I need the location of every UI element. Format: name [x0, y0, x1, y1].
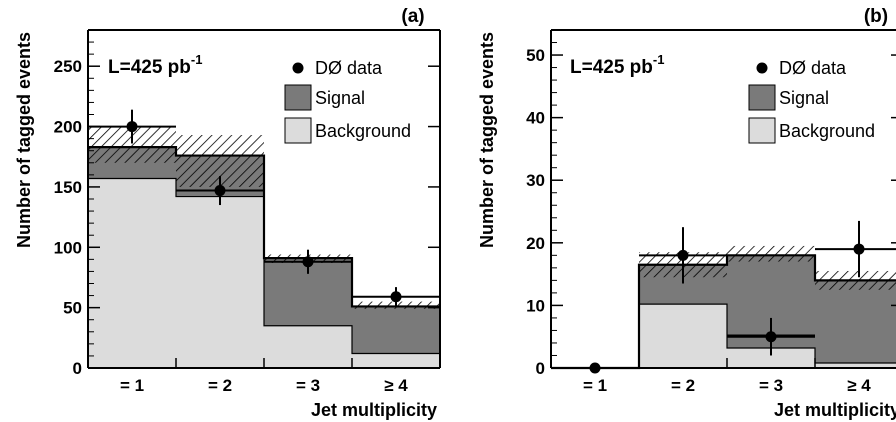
legend-background-label: Background	[315, 121, 411, 141]
y-tick-label: 20	[526, 234, 545, 253]
legend-data-label: DØ data	[779, 58, 847, 78]
data-point	[853, 243, 865, 255]
legend-signal-swatch	[748, 84, 776, 111]
y-tick-label: 10	[526, 296, 545, 315]
legend: DØ data Signal Background	[284, 58, 411, 144]
y-tick-label: 100	[54, 238, 82, 257]
luminosity-value: L=425 pb	[570, 57, 653, 78]
legend-data-marker	[292, 62, 304, 74]
legend: DØ data Signal Background	[748, 58, 875, 144]
legend-signal-label: Signal	[315, 88, 365, 108]
background-bar	[727, 347, 815, 368]
legend-data-label: DØ data	[315, 58, 383, 78]
data-point	[126, 121, 138, 133]
luminosity-value: L=425 pb	[108, 57, 191, 78]
legend-data-marker	[756, 62, 768, 74]
signal-outline	[88, 145, 440, 308]
x-axis-title: Jet multiplicity	[311, 400, 437, 420]
x-tick-label: ≥ 4	[847, 376, 871, 395]
data-point	[677, 249, 689, 261]
x-tick-label: = 1	[120, 376, 144, 395]
legend-signal-swatch	[284, 84, 312, 111]
x-tick-label: = 2	[208, 376, 232, 395]
y-axis-title: Number of tagged events	[477, 32, 497, 248]
panel-label: (b)	[864, 6, 888, 27]
luminosity-exponent: -1	[191, 52, 203, 67]
legend-background-swatch	[748, 117, 776, 144]
background-bar	[264, 325, 352, 368]
background-bar	[176, 196, 264, 368]
y-tick-label: 50	[526, 46, 545, 65]
background-bar	[815, 362, 896, 368]
y-tick-label: 200	[54, 118, 82, 137]
luminosity-exponent: -1	[653, 52, 665, 67]
y-tick-label: 250	[54, 57, 82, 76]
x-tick-label: = 3	[759, 376, 783, 395]
background-bar	[352, 353, 440, 368]
luminosity-label: L=425 pb-1	[108, 52, 202, 78]
signal-bar	[815, 280, 896, 368]
luminosity-label: L=425 pb-1	[570, 52, 664, 78]
background-bar	[639, 304, 727, 368]
panel-label: (a)	[401, 6, 424, 27]
y-tick-label: 30	[526, 171, 545, 190]
data-point	[765, 331, 777, 343]
data-point	[214, 185, 226, 197]
signal-outline	[551, 254, 896, 370]
chart-panel-a: 0 50 100 150 200 250 = 1 = 2 = 3 ≥ 4 Jet multiplic…	[14, 6, 441, 420]
legend-background-swatch	[284, 117, 312, 144]
data-point	[302, 256, 314, 268]
legend-signal-label: Signal	[779, 88, 829, 108]
x-axis-title: Jet multiplicity	[774, 400, 896, 420]
x-tick-label: ≥ 4	[384, 376, 408, 395]
legend-background-label: Background	[779, 121, 875, 141]
y-tick-label: 150	[54, 178, 82, 197]
x-tick-label: = 1	[583, 376, 607, 395]
x-tick-label: = 3	[296, 376, 320, 395]
uncertainty-band	[727, 245, 815, 262]
y-axis-title: Number of tagged events	[14, 32, 34, 248]
y-tick-label: 40	[526, 109, 545, 128]
data-point	[390, 291, 402, 303]
background-bar	[88, 178, 176, 368]
x-tick-label: = 2	[671, 376, 695, 395]
y-tick-label: 50	[63, 299, 82, 318]
chart-panel-b: 0 10 20 30 40 50 = 1 = 2 = 3 ≥ 4 Jet multiplicity N…	[477, 6, 896, 420]
y-tick-label: 0	[73, 359, 82, 378]
y-tick-label: 0	[536, 359, 545, 378]
